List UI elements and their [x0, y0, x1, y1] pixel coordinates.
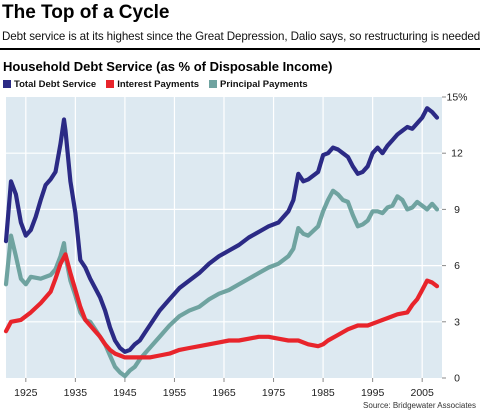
x-tick-label: 1985 [311, 387, 335, 399]
series-line-total [3, 106, 440, 354]
y-tick-label: 6 [454, 260, 460, 272]
chart-title: Household Debt Service (as % of Disposab… [3, 59, 333, 74]
legend-label-interest: Interest Payments [117, 78, 200, 90]
x-tick-label: 1935 [64, 387, 88, 399]
x-tick-label: 1955 [163, 387, 187, 399]
legend-swatch-interest [106, 80, 115, 88]
y-tick-label: 12 [451, 148, 463, 160]
legend-item-principal: Principal Payments [209, 79, 308, 90]
chart-legend: Total Debt Service Interest Payments Pri… [3, 77, 308, 91]
legend-label-total: Total Debt Service [14, 78, 97, 90]
y-tick-label: 3 [454, 316, 460, 328]
legend-label-principal: Principal Payments [220, 78, 308, 90]
page-title: The Top of a Cycle [2, 2, 170, 23]
legend-item-interest: Interest Payments [106, 79, 199, 90]
x-tick-label: 2005 [411, 387, 435, 399]
x-tick-label: 1925 [14, 387, 38, 399]
legend-item-total: Total Debt Service [3, 79, 96, 90]
legend-swatch-total [3, 80, 11, 88]
page-subtitle: Debt service is at its highest since the… [2, 30, 480, 43]
y-tick-label: 15% [446, 92, 467, 104]
y-tick-label: 9 [454, 204, 460, 216]
legend-swatch-principal [209, 80, 218, 88]
x-tick-label: 1965 [212, 387, 236, 399]
x-tick-label: 1975 [262, 387, 286, 399]
x-tick-label: 1995 [361, 387, 385, 399]
y-tick-label: 0 [454, 373, 460, 385]
source-note: Source: Bridgewater Associates [363, 401, 476, 410]
series-line-interest [3, 252, 440, 360]
x-tick-label: 1945 [113, 387, 137, 399]
title-rule [0, 48, 480, 50]
